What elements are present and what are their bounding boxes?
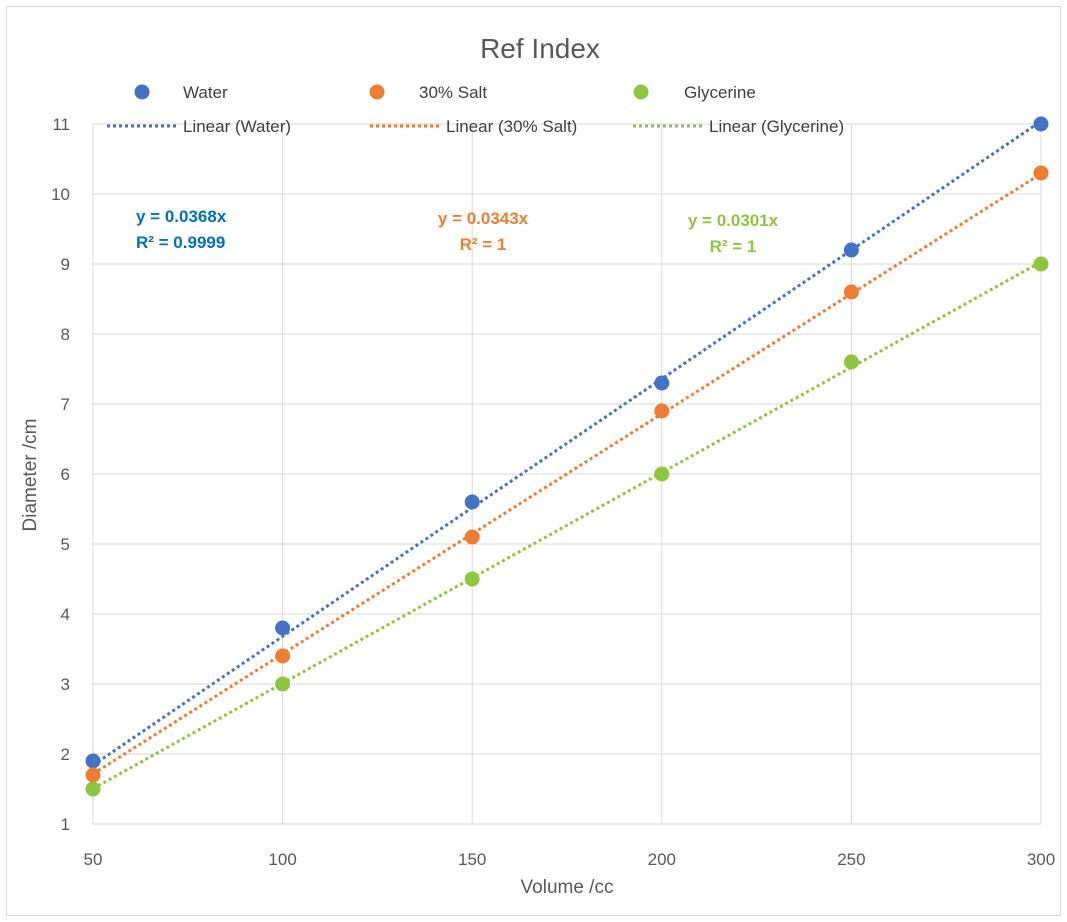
x-tick-label: 300	[1027, 850, 1055, 869]
y-tick-label: 10	[51, 185, 70, 204]
y-tick-label: 9	[61, 255, 70, 274]
trendline-2	[93, 262, 1041, 789]
y-tick-label: 2	[61, 745, 70, 764]
x-tick-label: 250	[837, 850, 865, 869]
data-point	[275, 649, 290, 664]
data-points	[86, 117, 1049, 797]
legend-label: 30% Salt	[419, 83, 487, 102]
legend-marker	[370, 85, 385, 100]
trendline-equation: y = 0.0343x	[438, 209, 529, 228]
y-tick-label: 1	[61, 815, 70, 834]
data-point	[1034, 117, 1049, 132]
data-point	[275, 621, 290, 636]
legend-trend-label: Linear (30% Salt)	[446, 117, 577, 136]
x-tick-label: 50	[84, 850, 103, 869]
data-point	[1034, 166, 1049, 181]
y-tick-label: 7	[61, 395, 70, 414]
y-tick-label: 6	[61, 465, 70, 484]
y-tick-label: 5	[61, 535, 70, 554]
data-point	[86, 754, 101, 769]
trendline-equation: y = 0.0301x	[688, 211, 779, 230]
data-point	[654, 467, 669, 482]
tick-labels: 1 2 3 4 5 6 7 8 9 10 11 50 100 150 200 250 300	[51, 115, 1055, 869]
y-axis-title: Diameter /cm	[20, 419, 41, 532]
x-tick-label: 150	[458, 850, 486, 869]
legend-marker	[135, 85, 150, 100]
data-point	[465, 572, 480, 587]
x-tick-label: 100	[268, 850, 296, 869]
trendlines	[93, 121, 1041, 788]
data-point	[465, 495, 480, 510]
legend-label: Glycerine	[684, 83, 756, 102]
trendline-r-squared: R² = 0.9999	[136, 233, 225, 252]
x-tick-label: 200	[648, 850, 676, 869]
trendline-equations: y = 0.0368x R² = 0.9999 y = 0.0343x R² = 1 y…	[136, 207, 779, 256]
data-point	[465, 530, 480, 545]
y-tick-label: 4	[61, 605, 70, 624]
data-point	[1034, 257, 1049, 272]
y-tick-label: 3	[61, 675, 70, 694]
x-axis-title: Volume /cc	[521, 877, 614, 898]
y-tick-label: 11	[52, 115, 70, 134]
chart-title: Ref Index	[480, 33, 600, 64]
trendline-equation: y = 0.0368x	[136, 207, 227, 226]
data-point	[654, 376, 669, 391]
legend-marker	[634, 85, 649, 100]
data-point	[844, 285, 859, 300]
data-point	[275, 677, 290, 692]
trendline-0	[93, 121, 1041, 765]
legend-label: Water	[183, 83, 228, 102]
data-point	[844, 243, 859, 258]
y-tick-label: 8	[61, 325, 70, 344]
trendline-r-squared: R² = 1	[710, 237, 757, 256]
legend-trend-label: Linear (Glycerine)	[709, 117, 844, 136]
data-point	[844, 355, 859, 370]
trendline-r-squared: R² = 1	[460, 235, 507, 254]
data-point	[86, 782, 101, 797]
data-point	[86, 768, 101, 783]
legend-trend-label: Linear (Water)	[183, 117, 291, 136]
data-point	[654, 404, 669, 419]
legend: Water Linear (Water) 30% Salt Linear (30% S…	[107, 83, 844, 136]
